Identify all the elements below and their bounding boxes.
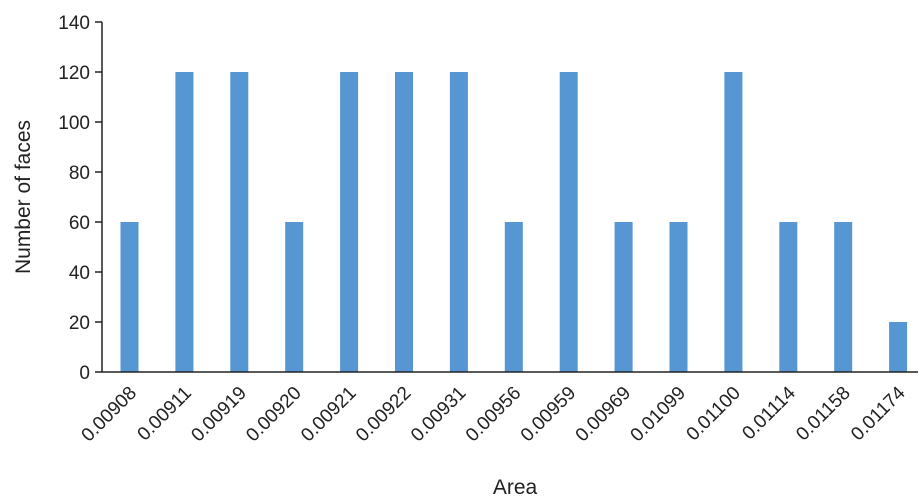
bar-0.00908 bbox=[120, 222, 139, 372]
x-tick-label: 0.00908 bbox=[78, 383, 141, 446]
x-tick-label: 0.00959 bbox=[517, 383, 580, 446]
x-tick-label: 0.01114 bbox=[738, 382, 800, 444]
bar-0.01114 bbox=[779, 222, 798, 372]
x-tick-label: 0.00911 bbox=[134, 383, 196, 445]
bar-0.01158 bbox=[834, 222, 853, 372]
y-tick-label: 80 bbox=[69, 163, 90, 184]
x-axis: 0.009080.009110.009190.009200.009210.009… bbox=[78, 371, 918, 446]
bar-0.00921 bbox=[340, 72, 359, 372]
x-tick-label: 0.00920 bbox=[242, 383, 305, 446]
y-axis-title: Number of faces bbox=[12, 120, 35, 274]
x-tick-label: 0.00969 bbox=[572, 383, 635, 446]
x-tick-label: 0.00922 bbox=[352, 383, 415, 446]
x-axis-title: Area bbox=[493, 476, 538, 499]
x-tick-label: 0.01100 bbox=[683, 383, 745, 445]
y-tick-label: 60 bbox=[69, 213, 90, 234]
x-tick-label: 0.01158 bbox=[792, 383, 854, 445]
bar-0.01100 bbox=[724, 72, 743, 372]
bar-0.01099 bbox=[669, 222, 688, 372]
bar-0.00911 bbox=[175, 72, 194, 372]
bar-0.00919 bbox=[230, 72, 249, 372]
bar-0.00931 bbox=[449, 72, 468, 372]
bar-0.00922 bbox=[395, 72, 413, 372]
x-tick-label: 0.00931 bbox=[407, 383, 470, 446]
bar-0.00956 bbox=[504, 222, 523, 372]
bar-0.00959 bbox=[559, 72, 578, 372]
y-tick-label: 20 bbox=[69, 313, 90, 334]
x-tick-label: 0.00919 bbox=[187, 383, 250, 446]
y-axis: 0 20 40 60 80 100 120 140 bbox=[58, 13, 103, 384]
y-tick-label: 140 bbox=[58, 13, 90, 34]
bar-0.01174 bbox=[889, 322, 908, 372]
x-tick-label: 0.00921 bbox=[297, 383, 360, 446]
x-tick-label: 0.01174 bbox=[847, 382, 910, 445]
x-tick-label: 0.00956 bbox=[462, 383, 525, 446]
bars bbox=[120, 72, 908, 372]
y-tick-label: 120 bbox=[58, 63, 90, 84]
y-tick-label: 0 bbox=[79, 363, 90, 384]
bar-0.00920 bbox=[285, 222, 304, 372]
y-tick-label: 100 bbox=[58, 113, 90, 134]
bar-0.00969 bbox=[614, 222, 633, 372]
y-tick-label: 40 bbox=[69, 263, 90, 284]
x-tick-label: 0.01099 bbox=[627, 383, 690, 446]
